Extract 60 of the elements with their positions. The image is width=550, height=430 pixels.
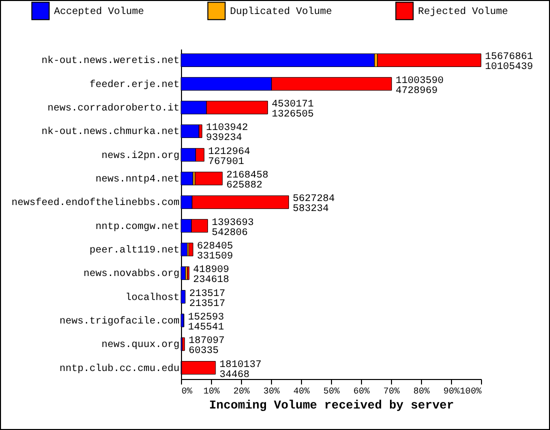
annotation: 213517 [189, 288, 226, 300]
annotation: 628405 [197, 241, 234, 252]
x-tick-label: 40% [293, 386, 310, 396]
y-tick-label: news.nntp4.net [95, 174, 180, 186]
y-tick-label: news.quux.org [101, 340, 180, 352]
legend-label: Rejected Volume [418, 6, 508, 18]
annotation: 234618 [193, 275, 230, 286]
annotation: 152593 [188, 312, 224, 324]
y-tick-label: nntp.club.cc.cmu.edu [59, 362, 180, 375]
annotation: 1393693 [212, 218, 254, 229]
y-tick-label: news.i2pn.org [101, 150, 180, 162]
x-tick-label: 0% [182, 386, 193, 396]
bar [182, 337, 185, 351]
annotation: 145541 [188, 322, 224, 334]
legend-label: Duplicated Volume [230, 6, 332, 18]
x-tick-label: 30% [263, 386, 280, 396]
y-tick-label: newsfeed.endofthelinebbs.com [11, 197, 180, 210]
x-tick-label: 80% [413, 386, 430, 396]
bar [194, 172, 223, 186]
y-tick-label: peer.alt119.net [89, 244, 180, 256]
y-tick-label: nntp.comgw.net [95, 222, 180, 233]
annotation: 10105439 [485, 62, 534, 74]
x-tick-label: 60% [353, 386, 370, 396]
x-tick-label: 100% [460, 386, 482, 396]
annotation: 939234 [206, 133, 242, 144]
annotation: 418909 [193, 265, 230, 276]
y-tick-label: feeder.erje.net [89, 78, 180, 91]
annotation: 11003590 [396, 76, 444, 87]
x-tick-label: 90% [443, 386, 460, 396]
annotation: 187097 [188, 336, 225, 348]
y-tick-label: news.novabbs.org [83, 268, 180, 280]
annotation: 1810137 [220, 360, 262, 371]
legend-label: Accepted Volume [54, 6, 144, 18]
x-tick-label: 10% [203, 386, 220, 396]
annotation: 213517 [189, 298, 226, 310]
y-tick-label: nk-out.news.weretis.net [41, 55, 180, 68]
annotation: 2168458 [226, 170, 268, 182]
x-axis-title: Incoming Volume received by server [209, 398, 454, 412]
annotation: 1212964 [208, 146, 250, 158]
annotation: 34468 [220, 370, 250, 381]
annotation: 331509 [197, 251, 234, 262]
x-tick-label: 20% [233, 386, 250, 396]
annotation: 767901 [208, 156, 244, 168]
annotation: 4530171 [272, 100, 314, 111]
annotation: 1326505 [272, 110, 314, 121]
annotation: 15676861 [485, 52, 534, 64]
y-tick-label: nk-out.news.chmurka.net [41, 126, 180, 138]
annotation: 542806 [212, 228, 248, 239]
annotation: 583234 [292, 204, 329, 216]
annotation: 60335 [188, 346, 219, 358]
y-tick-label: localhost [125, 292, 180, 304]
annotation: 4728969 [396, 86, 438, 97]
x-tick-label: 70% [383, 386, 400, 396]
y-tick-label: news.trigofacile.com [59, 315, 180, 328]
annotation: 1103942 [206, 123, 248, 134]
bar [377, 53, 482, 67]
y-tick-label: news.corradoroberto.it [47, 102, 180, 115]
x-tick-label: 50% [323, 386, 340, 396]
annotation: 625882 [226, 180, 262, 192]
annotation: 5627284 [292, 194, 335, 206]
